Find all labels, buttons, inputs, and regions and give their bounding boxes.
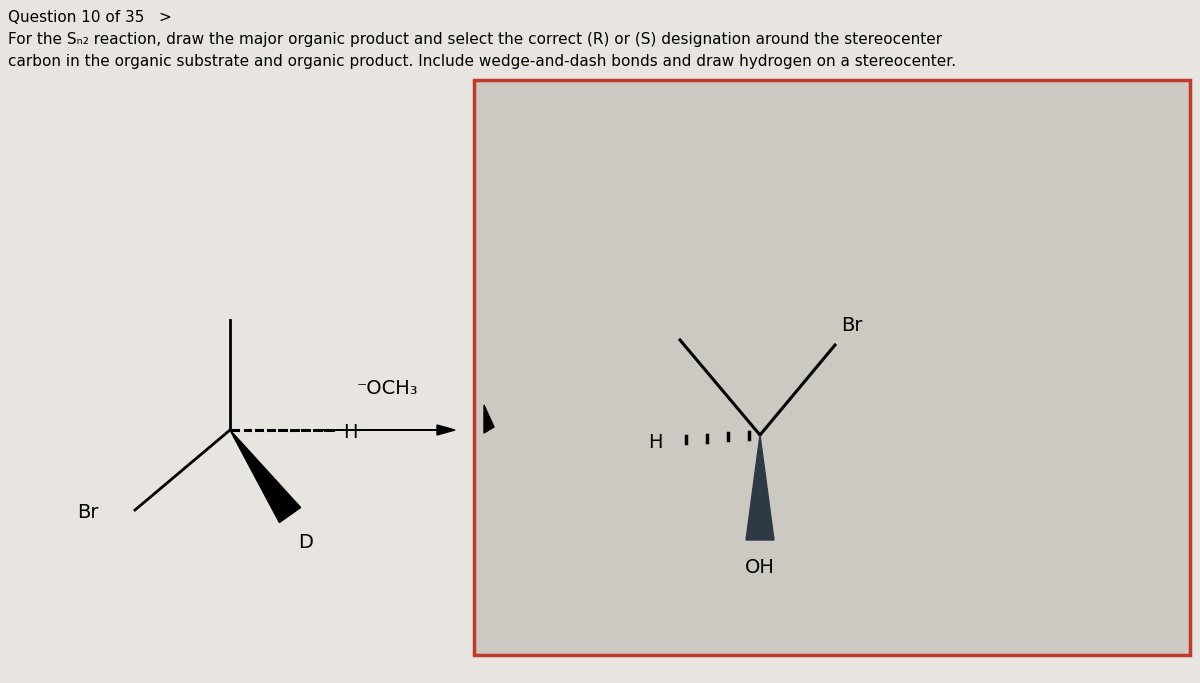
Text: D: D [298,533,313,552]
Text: Question 10 of 35   >: Question 10 of 35 > [8,10,172,25]
Text: H: H [648,432,662,451]
FancyArrow shape [320,425,455,435]
Text: carbon in the organic substrate and organic product. Include wedge-and-dash bond: carbon in the organic substrate and orga… [8,54,956,69]
Bar [474,80,1190,655]
Text: For the Sₙ₂ reaction, draw the major organic product and select the correct (R) : For the Sₙ₂ reaction, draw the major org… [8,32,942,47]
Polygon shape [230,430,301,522]
Text: Br: Br [77,503,98,522]
Polygon shape [484,405,494,433]
Polygon shape [746,435,774,540]
Text: Br: Br [841,316,863,335]
Text: H: H [343,423,358,441]
Text: ⁻OCH₃: ⁻OCH₃ [356,379,419,398]
Text: OH: OH [745,558,775,577]
